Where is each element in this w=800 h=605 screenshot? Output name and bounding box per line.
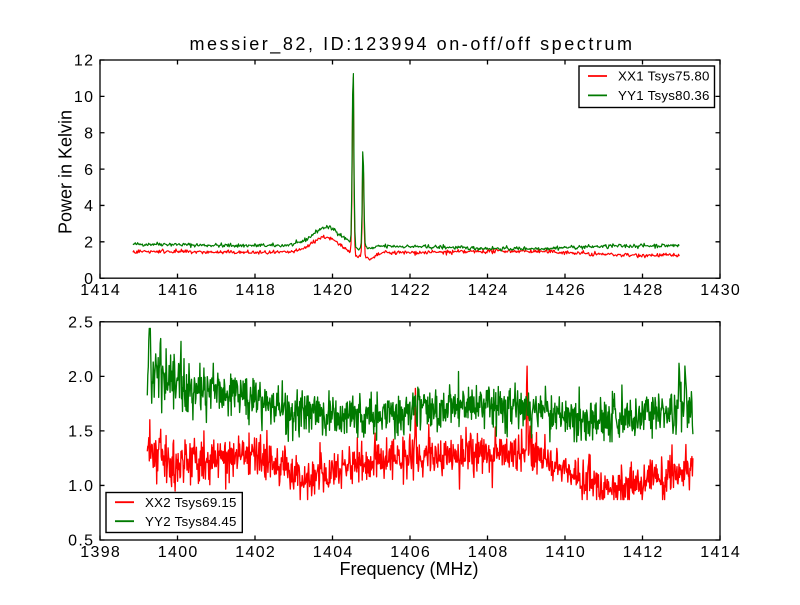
svg-text:1402: 1402 — [235, 544, 276, 561]
svg-text:1400: 1400 — [158, 544, 199, 561]
svg-text:XX2 Tsys69.15: XX2 Tsys69.15 — [145, 495, 237, 510]
svg-text:1414: 1414 — [80, 282, 121, 299]
svg-text:2.5: 2.5 — [68, 315, 94, 332]
svg-text:1422: 1422 — [390, 282, 431, 299]
svg-text:1430: 1430 — [700, 282, 741, 299]
svg-text:1426: 1426 — [545, 282, 586, 299]
svg-text:0.5: 0.5 — [68, 533, 94, 550]
svg-text:2: 2 — [84, 235, 94, 252]
svg-text:1404: 1404 — [313, 544, 354, 561]
svg-text:6: 6 — [84, 162, 94, 179]
svg-text:1.5: 1.5 — [68, 424, 94, 441]
svg-text:10: 10 — [74, 89, 94, 106]
svg-text:XX1 Tsys75.80: XX1 Tsys75.80 — [618, 69, 710, 84]
svg-text:0: 0 — [84, 271, 94, 288]
svg-text:1412: 1412 — [623, 544, 664, 561]
svg-text:1406: 1406 — [390, 544, 431, 561]
svg-text:8: 8 — [84, 125, 94, 142]
svg-text:YY1 Tsys80.36: YY1 Tsys80.36 — [618, 88, 710, 103]
svg-text:1424: 1424 — [468, 282, 509, 299]
svg-text:1410: 1410 — [545, 544, 586, 561]
svg-text:1416: 1416 — [158, 282, 199, 299]
svg-text:1414: 1414 — [700, 544, 741, 561]
svg-text:1428: 1428 — [623, 282, 664, 299]
svg-text:1398: 1398 — [80, 544, 121, 561]
svg-text:1.0: 1.0 — [68, 478, 94, 495]
svg-text:messier_82, ID:123994 on-off/o: messier_82, ID:123994 on-off/off spectru… — [189, 34, 634, 55]
svg-text:1408: 1408 — [468, 544, 509, 561]
svg-text:1418: 1418 — [235, 282, 276, 299]
svg-text:2.0: 2.0 — [68, 369, 94, 386]
svg-text:4: 4 — [84, 198, 94, 215]
svg-text:YY2 Tsys84.45: YY2 Tsys84.45 — [145, 514, 237, 529]
svg-text:Frequency (MHz): Frequency (MHz) — [339, 559, 478, 579]
svg-text:Power in Kelvin: Power in Kelvin — [56, 110, 76, 234]
svg-text:1420: 1420 — [313, 282, 354, 299]
svg-text:12: 12 — [74, 53, 94, 70]
